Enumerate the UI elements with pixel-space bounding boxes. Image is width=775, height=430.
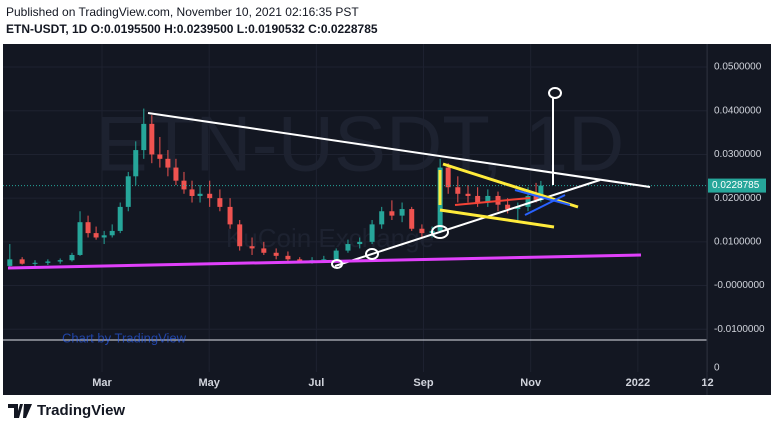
x-tick-label: Mar: [92, 377, 112, 389]
candle-body: [389, 211, 395, 216]
candle-body: [157, 154, 163, 159]
x-tick-label: May: [198, 377, 220, 389]
x-tick-label: 2022: [626, 377, 650, 389]
candle-body: [45, 261, 51, 263]
watermark-sub: KuCoin Exchange: [226, 223, 434, 253]
candle-body: [409, 209, 415, 229]
candle-body: [57, 260, 63, 262]
candle-body: [321, 259, 327, 261]
candle-body: [297, 259, 303, 262]
candle-body: [261, 248, 267, 253]
channel-line: [439, 208, 555, 229]
trend-line: [147, 112, 651, 188]
candle-body: [197, 193, 203, 196]
candle-body: [285, 255, 291, 260]
x-tick-label: Jul: [308, 377, 324, 389]
candle-body: [173, 167, 179, 181]
symbol-line: ETN-USDT, 1D O:0.0195500 H:0.0239500 L:0…: [6, 22, 378, 36]
x-tick-label: 12: [701, 377, 713, 389]
candle-body: [345, 244, 351, 251]
candle-body: [165, 158, 171, 168]
last-price-label: 0.0228785: [712, 180, 760, 191]
candle-body: [525, 195, 531, 207]
volume-tick-label: 0: [714, 363, 720, 374]
candle-body: [149, 123, 155, 155]
candle-body: [515, 206, 521, 210]
candle-body: [465, 193, 471, 196]
candle-body: [207, 193, 213, 199]
touch-mark: [431, 225, 449, 239]
candle-body: [505, 204, 511, 210]
candle-body: [237, 224, 243, 247]
candle-body: [419, 228, 425, 234]
candle-body: [19, 259, 25, 264]
plot: -0.0100000 -0.0000000 0.0100000 0.0200000 0.…: [3, 44, 766, 389]
touch-mark: [365, 248, 379, 260]
trend-line: [334, 179, 601, 267]
candle-body: [333, 250, 339, 260]
y-tick-label: 0.0400000: [714, 105, 762, 116]
brand-name: TradingView: [37, 402, 126, 419]
candle-body: [217, 198, 223, 207]
candle-body: [379, 211, 385, 225]
candle-body: [538, 185, 544, 201]
candle-body: [141, 123, 147, 151]
candle-body: [485, 195, 491, 203]
y-tick-label: -0.0100000: [714, 324, 765, 335]
candle-body: [117, 206, 123, 231]
y-tick-label: 0.0300000: [714, 149, 762, 160]
candle-body: [77, 222, 83, 255]
candle-body: [69, 254, 75, 261]
last-price-tag: [708, 178, 766, 193]
y-tick-label: 0.0200000: [714, 193, 762, 204]
candle-body: [369, 224, 375, 242]
candle-body: [133, 150, 139, 177]
pattern-line: [514, 189, 571, 206]
candle-body: [125, 176, 131, 207]
x-tick-label: Sep: [413, 377, 433, 389]
candle-body: [273, 252, 279, 256]
candle-body: [7, 259, 13, 266]
y-tick-label: 0.0100000: [714, 236, 762, 247]
candle-body: [445, 167, 451, 188]
candle-body: [533, 195, 539, 200]
candle-body: [85, 222, 91, 234]
target-mark: [548, 87, 562, 99]
candle-body: [455, 187, 461, 194]
candle-body: [399, 209, 405, 216]
candle-body: [475, 195, 481, 203]
y-tick-label: 0.0500000: [714, 62, 762, 73]
credit: Chart by TradingView: [62, 330, 187, 345]
chart-background: [3, 44, 771, 395]
brand: TradingView: [8, 402, 125, 419]
brand-logo: [8, 403, 32, 418]
touch-mark: [331, 259, 343, 269]
published-line: Published on TradingView.com, November 1…: [6, 5, 359, 19]
pattern-line: [524, 194, 566, 216]
pattern-line: [454, 197, 531, 206]
candle-body: [101, 235, 107, 238]
candle-body: [32, 262, 38, 264]
y-tick-label: -0.0000000: [714, 280, 765, 291]
candle-body: [227, 206, 233, 225]
candle-body: [189, 189, 195, 196]
x-tick-label: Nov: [520, 377, 542, 389]
candle-body: [93, 233, 99, 238]
candle-body: [249, 246, 255, 249]
drawings: [7, 87, 651, 270]
candle-body: [109, 230, 115, 236]
candle-body: [181, 180, 187, 190]
support-line: [7, 253, 642, 270]
candle-body: [357, 241, 363, 245]
